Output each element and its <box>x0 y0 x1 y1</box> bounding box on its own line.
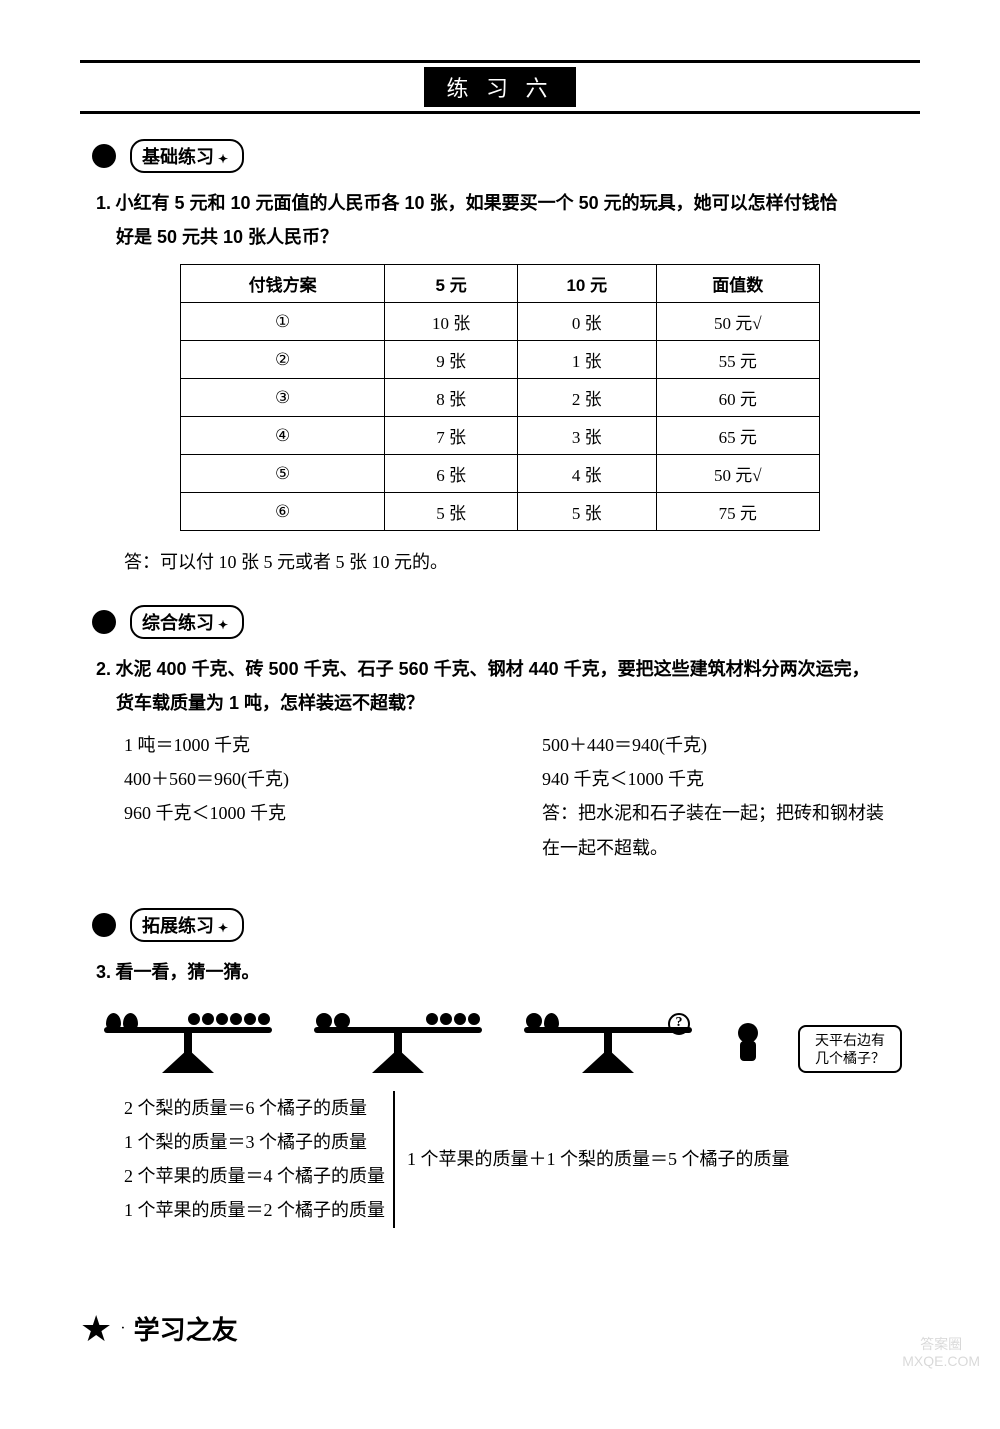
q2-work: 1 吨＝1000 千克400＋560＝960(千克)960 千克＜1000 千克… <box>124 728 920 865</box>
q1-answer: 答：可以付 10 张 5 元或者 5 张 10 元的。 <box>124 545 920 579</box>
table-cell: 5 张 <box>385 493 518 531</box>
table-cell: 50 元√ <box>656 303 819 341</box>
table-cell: 1 张 <box>518 341 657 379</box>
derivation-line: 1 个梨的质量＝3 个橘子的质量 <box>124 1125 385 1159</box>
section-label: 基础练习 <box>130 139 244 173</box>
derivation-line: 2 个梨的质量＝6 个橘子的质量 <box>124 1091 385 1125</box>
section-label: 综合练习 <box>130 605 244 639</box>
balance-3: ? <box>518 1003 698 1073</box>
section-label: 拓展练习 <box>130 908 244 942</box>
table-cell: 3 张 <box>518 417 657 455</box>
work-line: 500＋440＝940(千克) <box>542 728 920 762</box>
kid-icon <box>728 1023 768 1073</box>
table-row: ④7 张3 张65 元 <box>181 417 820 455</box>
table-cell: 4 张 <box>518 455 657 493</box>
q1-text-l1: 小红有 5 元和 10 元面值的人民币各 10 张，如果要买一个 50 元的玩具… <box>116 193 838 213</box>
balance-2 <box>308 1003 488 1073</box>
question-3: 3. 看一看，猜一猜。 <box>96 955 920 989</box>
derivation-line: 2 个苹果的质量＝4 个橘子的质量 <box>124 1159 385 1193</box>
q3-derivation: 2 个梨的质量＝6 个橘子的质量1 个梨的质量＝3 个橘子的质量2 个苹果的质量… <box>124 1091 920 1228</box>
table-cell: 2 张 <box>518 379 657 417</box>
work-line: 940 千克＜1000 千克 <box>542 762 920 796</box>
dot: · <box>120 1320 125 1338</box>
table-row: ⑥5 张5 张75 元 <box>181 493 820 531</box>
table-cell: ⑥ <box>181 493 385 531</box>
page-title: 练 习 六 <box>424 67 575 107</box>
table-cell: 5 张 <box>518 493 657 531</box>
derivation-line: 1 个苹果的质量＝2 个橘子的质量 <box>124 1193 385 1227</box>
divider <box>80 111 920 114</box>
table-cell: ④ <box>181 417 385 455</box>
table-cell: 8 张 <box>385 379 518 417</box>
q3-title: 看一看，猜一猜。 <box>116 962 260 982</box>
question-1: 1. 小红有 5 元和 10 元面值的人民币各 10 张，如果要买一个 50 元… <box>96 186 920 254</box>
th: 10 元 <box>518 265 657 303</box>
speech-bubble: 天平右边有 几个橘子？ <box>798 1025 902 1073</box>
title-band: 练 习 六 <box>80 63 920 111</box>
table-cell: 65 元 <box>656 417 819 455</box>
table-cell: 0 张 <box>518 303 657 341</box>
star-icon: ★ <box>80 1308 112 1350</box>
table-row: ⑤6 张4 张50 元√ <box>181 455 820 493</box>
bug-icon <box>80 136 128 176</box>
work-line: 在一起不超载。 <box>542 831 920 865</box>
q3-number: 3. <box>96 962 111 982</box>
table-cell: ⑤ <box>181 455 385 493</box>
bug-icon <box>80 905 128 945</box>
q1-text-l2: 好是 50 元共 10 张人民币？ <box>116 227 338 247</box>
section-basic: 基础练习 <box>80 136 920 176</box>
bug-icon <box>80 602 128 642</box>
footer-label: 学习之友 <box>134 1310 238 1347</box>
q1-number: 1. <box>96 193 111 213</box>
table-cell: 75 元 <box>656 493 819 531</box>
table-cell: ③ <box>181 379 385 417</box>
table-row: ①10 张0 张50 元√ <box>181 303 820 341</box>
table-cell: 50 元√ <box>656 455 819 493</box>
th: 5 元 <box>385 265 518 303</box>
table-cell: 55 元 <box>656 341 819 379</box>
table-cell: ① <box>181 303 385 341</box>
table-cell: 9 张 <box>385 341 518 379</box>
work-line: 1 吨＝1000 千克 <box>124 728 502 762</box>
work-line: 960 千克＜1000 千克 <box>124 796 502 830</box>
th: 付钱方案 <box>181 265 385 303</box>
q2-text-l2: 货车载质量为 1 吨，怎样装运不超载？ <box>116 693 424 713</box>
table-cell: 10 张 <box>385 303 518 341</box>
question-2: 2. 水泥 400 千克、砖 500 千克、石子 560 千克、钢材 440 千… <box>96 652 920 720</box>
table-cell: 7 张 <box>385 417 518 455</box>
work-line: 答：把水泥和石子装在一起；把砖和钢材装 <box>542 796 920 830</box>
q2-text-l1: 水泥 400 千克、砖 500 千克、石子 560 千克、钢材 440 千克，要… <box>116 659 870 679</box>
work-line: 400＋560＝960(千克) <box>124 762 502 796</box>
balance-1 <box>98 1003 278 1073</box>
q1-table: 付钱方案 5 元 10 元 面值数 ①10 张0 张50 元√②9 张1 张55… <box>180 264 820 531</box>
table-row: ③8 张2 张60 元 <box>181 379 820 417</box>
speech-l2: 几个橘子？ <box>815 1050 885 1066</box>
footer: ★ · 学习之友 <box>80 1308 920 1350</box>
table-row: ②9 张1 张55 元 <box>181 341 820 379</box>
section-extension: 拓展练习 <box>80 905 920 945</box>
balance-diagram: ? 天平右边有 几个橘子？ <box>80 1003 920 1073</box>
table-cell: 6 张 <box>385 455 518 493</box>
q3-right: 1 个苹果的质量＋1 个梨的质量＝5 个橘子的质量 <box>407 1149 790 1169</box>
table-cell: ② <box>181 341 385 379</box>
section-comprehensive: 综合练习 <box>80 602 920 642</box>
table-cell: 60 元 <box>656 379 819 417</box>
th: 面值数 <box>656 265 819 303</box>
speech-l1: 天平右边有 <box>815 1032 885 1048</box>
q2-number: 2. <box>96 659 111 679</box>
